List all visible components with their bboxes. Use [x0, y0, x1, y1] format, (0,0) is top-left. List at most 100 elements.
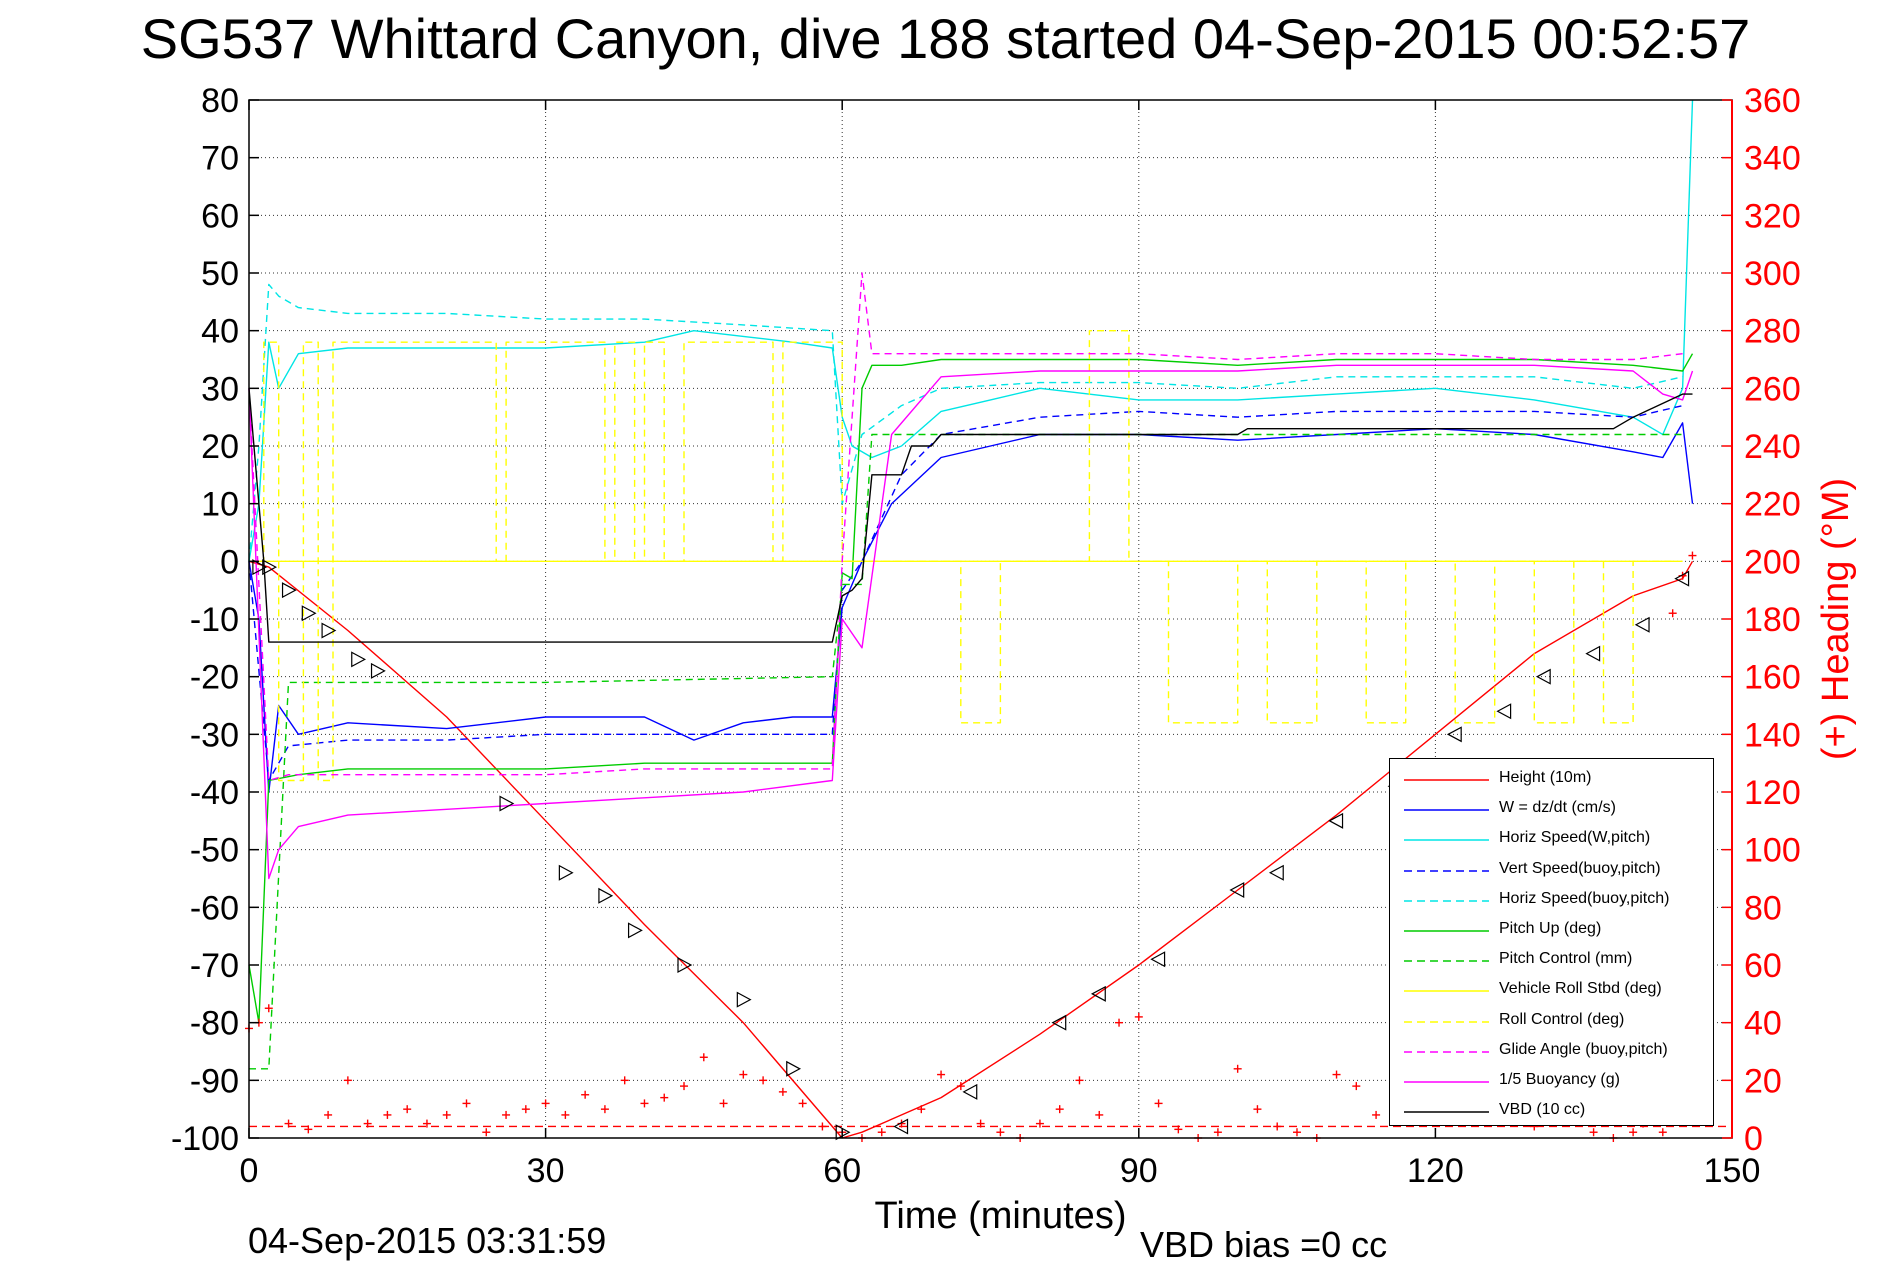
legend-entry: Horiz Speed(buoy,pitch)	[1390, 886, 1713, 916]
waypoint-marker	[499, 795, 515, 812]
waypoint-marker	[1328, 812, 1344, 829]
footer-timestamp: 04-Sep-2015 03:31:59	[248, 1220, 607, 1261]
chart-title: SG537 Whittard Canyon, dive 188 started …	[140, 7, 1751, 70]
waypoint-marker	[598, 887, 614, 904]
heading-point	[818, 1122, 827, 1131]
legend-label: Horiz Speed(W,pitch)	[1499, 829, 1651, 847]
waypoint-marker	[558, 864, 574, 881]
legend-entry: 1/5 Buoyancy (g)	[1390, 1067, 1713, 1097]
heading-point	[1095, 1110, 1104, 1119]
heading-point	[739, 1070, 748, 1079]
heading-point	[343, 1076, 352, 1085]
heading-point	[937, 1070, 946, 1079]
y2-tick-label: 300	[1744, 255, 1801, 293]
heading-point	[1154, 1099, 1163, 1108]
heading-point	[877, 1128, 886, 1137]
waypoint-marker	[1585, 645, 1601, 662]
heading-point	[1292, 1128, 1301, 1137]
heading-point	[1233, 1064, 1242, 1073]
legend-swatch	[1404, 960, 1489, 962]
legend-entry: Horiz Speed(W,pitch)	[1390, 825, 1713, 855]
heading-point	[264, 1004, 273, 1013]
heading-point	[660, 1093, 669, 1102]
legend-swatch	[1404, 1020, 1489, 1023]
y2-tick-label: 80	[1744, 889, 1782, 927]
y-tick-label: -40	[190, 774, 239, 812]
legend-label: Roll Control (deg)	[1499, 1010, 1625, 1028]
series-line-9	[248, 272, 1683, 782]
waypoint-marker	[786, 1060, 802, 1077]
legend-swatch	[1404, 899, 1489, 902]
heading-point	[442, 1110, 451, 1119]
legend-swatch	[1404, 1050, 1489, 1053]
y2-tick-label: 260	[1744, 370, 1801, 408]
heading-point	[561, 1110, 570, 1119]
legend-entry: VBD (10 cc)	[1390, 1097, 1713, 1127]
heading-point	[976, 1119, 985, 1128]
y2-tick-label: 280	[1744, 313, 1801, 351]
heading-point	[1668, 609, 1677, 618]
heading-point	[1372, 1110, 1381, 1119]
y2-tick-label: 0	[1744, 1120, 1763, 1158]
heading-point	[1115, 1018, 1124, 1027]
y2-tick-label: 340	[1744, 140, 1801, 178]
x-tick-label: 30	[527, 1152, 565, 1190]
heading-point	[1688, 551, 1697, 560]
legend-label: 1/5 Buoyancy (g)	[1499, 1071, 1620, 1088]
heading-point	[1629, 1128, 1638, 1137]
heading-point	[521, 1105, 530, 1114]
waypoint-marker	[677, 956, 693, 974]
y-tick-label: -100	[171, 1120, 239, 1158]
series-line-10	[248, 364, 1694, 880]
x-tick-label: 120	[1407, 1152, 1464, 1190]
heading-point	[680, 1082, 689, 1091]
waypoint-marker	[1051, 1014, 1067, 1031]
y-tick-label: -80	[190, 1005, 239, 1043]
legend-label: Vert Speed(buoy,pitch)	[1499, 859, 1661, 877]
legend-swatch	[1404, 869, 1489, 872]
y2-tick-label: 140	[1744, 716, 1801, 754]
legend-label: Horiz Speed(buoy,pitch)	[1499, 889, 1670, 907]
heading-point	[778, 1087, 787, 1096]
x-tick-label: 60	[823, 1152, 861, 1190]
heading-point	[699, 1053, 708, 1062]
y-tick-label: -20	[190, 659, 239, 697]
y2-tick-label: 60	[1744, 947, 1782, 985]
legend-label: Height (10m)	[1499, 769, 1592, 786]
y2-axis-label: (+) Heading (°M)	[1815, 478, 1857, 760]
y2-tick-label: 220	[1744, 486, 1801, 524]
waypoint-marker	[1446, 726, 1462, 743]
x-tick-label: 0	[240, 1152, 259, 1190]
legend-entry: W = dz/dt (cm/s)	[1390, 795, 1713, 825]
heading-point	[1075, 1076, 1084, 1085]
heading-point	[798, 1099, 807, 1108]
heading-point	[640, 1099, 649, 1108]
series-line-11	[248, 388, 1693, 643]
heading-point	[620, 1076, 629, 1085]
waypoint-marker	[1229, 882, 1245, 899]
legend-swatch	[1404, 839, 1489, 842]
legend-label: Pitch Up (deg)	[1499, 920, 1602, 937]
waypoint-marker	[1150, 951, 1166, 968]
y-tick-label: -50	[190, 832, 239, 870]
y2-tick-label: 40	[1744, 1005, 1782, 1043]
heading-point	[1174, 1125, 1183, 1134]
legend-entry: Vehicle Roll Stbd (deg)	[1390, 976, 1713, 1006]
heading-point	[541, 1099, 550, 1108]
waypoint-marker	[370, 662, 386, 679]
heading-point	[403, 1105, 412, 1114]
series-line-4	[248, 283, 1683, 562]
legend-label: VBD (10 cc)	[1499, 1101, 1586, 1119]
y2-tick-label: 320	[1744, 197, 1801, 235]
waypoint-marker	[893, 1118, 909, 1135]
y2-tick-label: 160	[1744, 659, 1801, 697]
waypoint-marker	[252, 559, 268, 576]
waypoint-marker	[321, 622, 337, 639]
waypoint-marker	[281, 582, 297, 599]
heading-point	[759, 1076, 768, 1085]
series-line-0	[248, 560, 1694, 1139]
series-line-8	[249, 330, 1673, 782]
waypoint-marker	[627, 922, 643, 939]
legend-label: Pitch Control (mm)	[1499, 950, 1633, 968]
